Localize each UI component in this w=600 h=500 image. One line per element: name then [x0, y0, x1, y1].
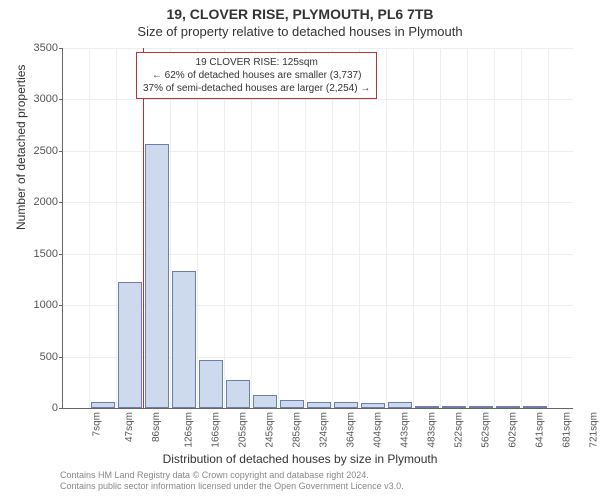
y-tick-mark — [59, 254, 63, 255]
bar — [523, 406, 547, 408]
gridline-h — [63, 151, 573, 152]
credits: Contains HM Land Registry data © Crown c… — [60, 470, 404, 492]
x-tick-label: 641sqm — [535, 412, 546, 448]
x-tick-label: 245sqm — [265, 412, 276, 448]
title-sub: Size of property relative to detached ho… — [0, 22, 600, 43]
y-tick-label: 3500 — [34, 42, 58, 54]
x-tick-label: 483sqm — [427, 412, 438, 448]
x-tick-label: 47sqm — [124, 412, 135, 442]
gridline-h — [63, 99, 573, 100]
annotation-line2: ← 62% of detached houses are smaller (3,… — [143, 69, 370, 82]
x-tick-label: 7sqm — [91, 412, 102, 436]
x-tick-label: 126sqm — [184, 412, 195, 448]
x-tick-label: 86sqm — [151, 412, 162, 442]
bar — [307, 402, 331, 408]
y-axis-label: Number of detached properties — [14, 65, 28, 230]
x-tick-label: 443sqm — [400, 412, 411, 448]
credits-line2: Contains public sector information licen… — [60, 481, 404, 492]
x-tick-label: 205sqm — [238, 412, 249, 448]
bar — [145, 144, 169, 408]
x-tick-label: 602sqm — [508, 412, 519, 448]
y-tick-label: 1000 — [34, 299, 58, 311]
y-tick-mark — [59, 357, 63, 358]
x-tick-label: 562sqm — [481, 412, 492, 448]
x-axis-label: Distribution of detached houses by size … — [0, 452, 600, 466]
bar — [91, 402, 115, 408]
gridline-h — [63, 254, 573, 255]
y-tick-label: 3000 — [34, 93, 58, 105]
bar — [226, 380, 250, 408]
bar — [442, 406, 466, 408]
x-tick-label: 324sqm — [319, 412, 330, 448]
y-tick-label: 1500 — [34, 248, 58, 260]
bar — [280, 400, 304, 408]
x-tick-label: 166sqm — [211, 412, 222, 448]
y-tick-label: 0 — [52, 402, 58, 414]
bar — [118, 282, 142, 409]
annotation-line3: 37% of semi-detached houses are larger (… — [143, 82, 370, 95]
annotation-line1: 19 CLOVER RISE: 125sqm — [143, 56, 370, 69]
y-tick-mark — [59, 408, 63, 409]
bar — [199, 360, 223, 408]
bar — [172, 271, 196, 408]
title-main: 19, CLOVER RISE, PLYMOUTH, PL6 7TB — [0, 0, 600, 22]
x-tick-label: 721sqm — [589, 412, 600, 448]
bar — [388, 402, 412, 408]
marker-line — [143, 48, 144, 408]
gridline-h — [63, 48, 573, 49]
bar — [334, 402, 358, 408]
x-tick-label: 522sqm — [454, 412, 465, 448]
bar — [496, 406, 520, 408]
y-tick-label: 2000 — [34, 196, 58, 208]
x-tick-label: 364sqm — [346, 412, 357, 448]
y-tick-mark — [59, 48, 63, 49]
plot-area: 7sqm47sqm86sqm126sqm166sqm205sqm245sqm28… — [62, 48, 573, 409]
y-tick-label: 500 — [40, 351, 58, 363]
y-tick-mark — [59, 151, 63, 152]
x-tick-label: 681sqm — [562, 412, 573, 448]
bar — [253, 395, 277, 408]
y-tick-mark — [59, 202, 63, 203]
x-tick-label: 404sqm — [373, 412, 384, 448]
chart-area: 7sqm47sqm86sqm126sqm166sqm205sqm245sqm28… — [62, 48, 572, 408]
y-tick-mark — [59, 99, 63, 100]
gridline-h — [63, 202, 573, 203]
chart-container: 19, CLOVER RISE, PLYMOUTH, PL6 7TB Size … — [0, 0, 600, 500]
bar — [415, 406, 439, 408]
annotation-box: 19 CLOVER RISE: 125sqm ← 62% of detached… — [136, 52, 377, 99]
bar — [469, 406, 493, 408]
x-tick-label: 285sqm — [292, 412, 303, 448]
bar — [361, 403, 385, 408]
credits-line1: Contains HM Land Registry data © Crown c… — [60, 470, 404, 481]
y-tick-label: 2500 — [34, 145, 58, 157]
y-tick-mark — [59, 305, 63, 306]
